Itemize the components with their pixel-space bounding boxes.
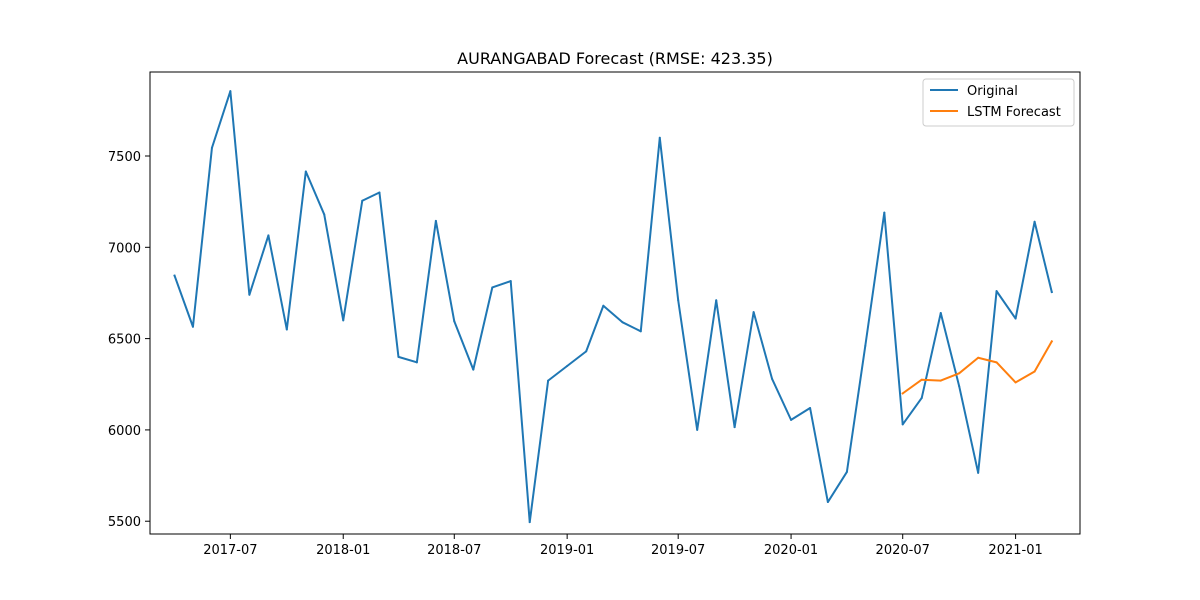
data-point-lstm-forecast — [939, 379, 942, 382]
x-tick-label: 2017-07 — [203, 543, 257, 558]
data-point-original — [453, 320, 456, 323]
y-tick-label: 7500 — [108, 150, 141, 165]
data-point-original — [639, 330, 642, 333]
data-point-original — [602, 304, 605, 307]
series-layer — [173, 90, 1054, 524]
y-tick-label: 6000 — [108, 424, 141, 439]
series-lstm-forecast — [901, 339, 1054, 395]
data-point-lstm-forecast — [977, 356, 980, 359]
legend: Original LSTM Forecast — [922, 78, 1075, 127]
data-point-original — [845, 470, 848, 473]
data-point-original — [771, 377, 774, 380]
data-point-original — [547, 379, 550, 382]
data-point-original — [696, 428, 699, 431]
data-point-original — [809, 407, 812, 409]
data-point-original — [752, 311, 755, 314]
x-tick-label: 2019-07 — [651, 543, 705, 558]
data-point-original — [304, 170, 307, 173]
data-point-original — [229, 90, 232, 93]
x-tick-label: 2019-01 — [540, 543, 594, 558]
x-tick-label: 2020-07 — [876, 543, 930, 558]
data-point-original — [621, 321, 624, 324]
x-tick-label: 2018-01 — [316, 543, 370, 558]
data-point-original — [826, 501, 829, 504]
y-tick-label: 7000 — [108, 241, 141, 256]
data-point-original — [977, 471, 980, 474]
data-point-original — [658, 136, 661, 139]
data-point-original — [415, 361, 418, 364]
data-point-lstm-forecast — [958, 372, 961, 375]
data-point-original — [883, 211, 886, 214]
data-point-original — [528, 521, 531, 524]
legend-label-original: Original — [967, 84, 1018, 99]
data-point-lstm-forecast — [901, 392, 904, 395]
data-point-original — [1050, 291, 1053, 294]
data-point-original — [342, 319, 345, 322]
data-point-original — [677, 299, 680, 302]
data-point-lstm-forecast — [995, 361, 998, 364]
data-point-original — [434, 219, 437, 222]
data-point-original — [585, 350, 588, 353]
data-point-original — [472, 368, 475, 371]
plot-area-frame — [149, 71, 1081, 535]
data-point-lstm-forecast — [1033, 370, 1036, 373]
data-point-original — [267, 234, 270, 237]
data-point-original — [397, 355, 400, 358]
data-point-original — [864, 344, 867, 347]
data-point-lstm-forecast — [1014, 381, 1017, 384]
data-point-lstm-forecast — [920, 378, 923, 381]
data-point-original — [491, 286, 494, 289]
data-point-original — [285, 328, 288, 331]
x-tick-label: 2018-07 — [427, 543, 481, 558]
data-point-original — [361, 199, 364, 202]
legend-label-lstm-forecast: LSTM Forecast — [967, 105, 1061, 120]
data-point-original — [995, 290, 998, 293]
data-point-original — [958, 385, 961, 388]
data-point-original — [790, 418, 793, 421]
x-tick-label: 2021-01 — [988, 543, 1042, 558]
series-original — [173, 90, 1053, 524]
data-point-original — [1033, 220, 1036, 223]
data-point-original — [378, 191, 381, 194]
data-point-original — [920, 396, 923, 399]
legend-box — [922, 78, 1075, 127]
series-line-original — [173, 90, 1053, 524]
data-point-original — [1014, 317, 1017, 320]
chart-title: AURANGABAD Forecast (RMSE: 423.35) — [457, 49, 773, 68]
data-point-original — [715, 299, 718, 302]
data-point-original — [509, 280, 512, 283]
data-point-original — [210, 146, 213, 149]
axis-layer: 2017-07 2018-01 2018-07 2019-01 2019-07 2020-… — [108, 150, 1043, 558]
data-point-original — [248, 293, 251, 296]
data-point-original — [323, 213, 326, 216]
y-tick-label: 6500 — [108, 333, 141, 348]
data-point-original — [191, 325, 194, 328]
data-point-original — [733, 426, 736, 429]
y-tick-label: 5500 — [108, 515, 141, 530]
data-point-lstm-forecast — [1050, 340, 1053, 343]
data-point-original — [566, 365, 569, 367]
data-point-original — [939, 312, 942, 315]
x-tick-label: 2020-01 — [764, 543, 818, 558]
data-point-original — [173, 274, 176, 277]
data-point-original — [901, 423, 904, 426]
